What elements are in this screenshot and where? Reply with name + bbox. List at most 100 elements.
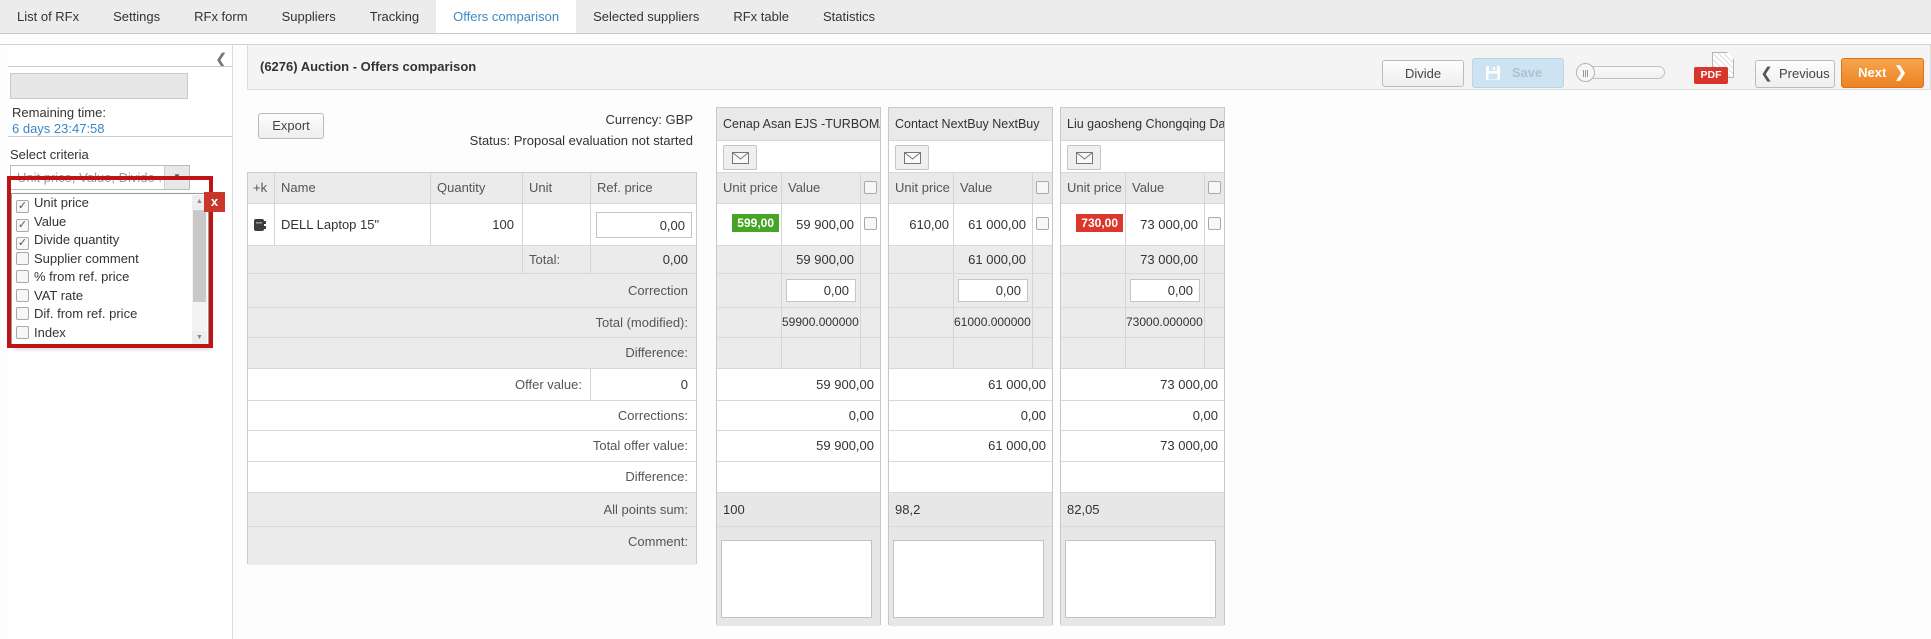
total-value: 59 900,00 bbox=[781, 246, 860, 273]
top-nav: List of RFx Settings RFx form Suppliers … bbox=[0, 0, 1931, 34]
email-button[interactable] bbox=[1067, 145, 1101, 170]
annotation-close-icon[interactable]: x bbox=[204, 192, 225, 212]
col-unit: Unit bbox=[522, 173, 590, 203]
tab-list-of-rfx[interactable]: List of RFx bbox=[17, 9, 80, 24]
timer-placeholder-box bbox=[10, 73, 188, 99]
correction-input[interactable] bbox=[1130, 279, 1200, 302]
scroll-up-icon[interactable]: ▲ bbox=[192, 195, 207, 209]
correction-input[interactable] bbox=[786, 279, 856, 302]
criteria-option-divide-quantity[interactable]: ✓ Divide quantity bbox=[12, 231, 208, 250]
value-header: Value bbox=[953, 173, 1032, 203]
page-title: (6276) Auction - Offers comparison bbox=[260, 59, 477, 74]
chevron-down-icon[interactable]: ▼ bbox=[164, 166, 189, 189]
item-unit bbox=[522, 204, 590, 245]
criteria-option-pct-from-ref-price[interactable]: % from ref. price bbox=[12, 268, 208, 287]
select-all-checkbox[interactable] bbox=[1208, 181, 1221, 194]
comment-row bbox=[717, 527, 880, 626]
comment-row bbox=[1061, 527, 1224, 626]
email-button[interactable] bbox=[895, 145, 929, 170]
option-label: Value bbox=[34, 213, 67, 229]
slider-handle[interactable] bbox=[1576, 63, 1595, 82]
supplier-contact-row bbox=[1061, 141, 1224, 173]
supplier-subheader: Unit price Value bbox=[1061, 173, 1224, 204]
difference-label: Difference: bbox=[248, 338, 696, 369]
criteria-option-unit-price[interactable]: ✓ Unit price bbox=[12, 194, 208, 213]
export-button[interactable]: Export bbox=[258, 113, 324, 139]
all-points-sum-label: All points sum: bbox=[248, 493, 696, 527]
select-all-checkbox[interactable] bbox=[864, 181, 877, 194]
save-button[interactable]: Save bbox=[1472, 58, 1564, 88]
checkbox-checked-icon[interactable]: ✓ bbox=[16, 200, 29, 213]
criteria-dropdown: ✓ Unit price ✓ Value ✓ Divide quantity Supp… bbox=[11, 193, 209, 347]
total-modified-value: 73000.000000 bbox=[1125, 308, 1204, 337]
supplier-name: Liu gaosheng Chongqing Dadi Heavy Ind... bbox=[1061, 108, 1224, 141]
scrollbar-thumb[interactable] bbox=[193, 210, 206, 302]
select-all-checkbox[interactable] bbox=[1036, 181, 1049, 194]
option-label: Unit price bbox=[34, 195, 89, 210]
envelope-icon bbox=[903, 152, 921, 164]
tab-statistics[interactable]: Statistics bbox=[822, 9, 875, 24]
tab-settings[interactable]: Settings bbox=[113, 9, 161, 24]
tab-offers-comparison[interactable]: Offers comparison bbox=[436, 0, 577, 33]
value-header: Value bbox=[1125, 173, 1204, 203]
comment-label: Comment: bbox=[248, 527, 696, 565]
scroll-down-icon[interactable]: ▼ bbox=[192, 331, 207, 345]
correction-cell bbox=[1125, 274, 1204, 307]
sidebar-collapse-icon[interactable]: ❮ bbox=[215, 51, 228, 68]
tab-suppliers[interactable]: Suppliers bbox=[281, 9, 336, 24]
checkbox-checked-icon[interactable]: ✓ bbox=[16, 237, 29, 250]
next-button[interactable]: Next ❯ bbox=[1841, 58, 1924, 88]
criteria-option-index[interactable]: Index bbox=[12, 324, 208, 343]
tab-rfx-table[interactable]: RFx table bbox=[733, 9, 789, 24]
remaining-time-value: 6 days 23:47:58 bbox=[12, 121, 105, 136]
difference2-row bbox=[889, 462, 1052, 493]
criteria-option-dif-from-ref-price[interactable]: Dif. from ref. price bbox=[12, 305, 208, 324]
tab-rfx-form[interactable]: RFx form bbox=[194, 9, 248, 24]
comment-textarea[interactable] bbox=[1065, 540, 1216, 618]
total-value: 61 000,00 bbox=[953, 246, 1032, 273]
divide-button[interactable]: Divide bbox=[1382, 60, 1464, 87]
total-modified-row: 73000.000000 bbox=[1061, 308, 1224, 338]
criteria-option-vat-rate[interactable]: VAT rate bbox=[12, 287, 208, 306]
checkbox-icon[interactable] bbox=[16, 288, 29, 302]
corrections-label: Corrections: bbox=[248, 401, 696, 431]
total-ref-value: 0,00 bbox=[590, 246, 696, 273]
unit-price-header: Unit price bbox=[895, 180, 950, 195]
select-checkbox[interactable] bbox=[1208, 217, 1221, 230]
checkbox-icon[interactable] bbox=[16, 307, 29, 320]
chevron-right-icon: ❯ bbox=[1894, 64, 1907, 81]
unit-price-header: Unit price bbox=[723, 180, 778, 195]
envelope-icon bbox=[1075, 152, 1093, 164]
criteria-option-supplier-comment[interactable]: Supplier comment bbox=[12, 250, 208, 269]
zoom-slider[interactable] bbox=[1576, 63, 1665, 82]
comment-textarea[interactable] bbox=[721, 540, 872, 618]
ref-price-input[interactable] bbox=[596, 212, 692, 238]
correction-input[interactable] bbox=[958, 279, 1028, 302]
option-label: Divide quantity bbox=[34, 232, 120, 247]
value-cell: 61 000,00 bbox=[953, 204, 1032, 245]
criteria-multiselect[interactable]: Unit price, Value, Divide ... ▼ bbox=[10, 165, 190, 190]
difference2-row bbox=[717, 462, 880, 493]
criteria-option-value[interactable]: ✓ Value bbox=[12, 213, 208, 232]
checkbox-checked-icon[interactable]: ✓ bbox=[16, 218, 29, 232]
checkbox-icon[interactable] bbox=[16, 251, 29, 265]
offer-value-row: Offer value: 0 bbox=[248, 369, 696, 401]
comment-textarea[interactable] bbox=[893, 540, 1044, 618]
item-ref-price-cell bbox=[590, 204, 696, 245]
col-quantity: Quantity bbox=[430, 173, 522, 203]
col-ref-price: Ref. price bbox=[590, 173, 696, 203]
next-label: Next bbox=[1858, 65, 1887, 80]
pdf-export-button[interactable]: PDF bbox=[1694, 51, 1744, 88]
email-button[interactable] bbox=[723, 145, 757, 170]
dropdown-scrollbar[interactable]: ▲ ▼ bbox=[192, 195, 207, 345]
supplier-contact-row bbox=[889, 141, 1052, 173]
previous-button[interactable]: ❮ Previous bbox=[1755, 60, 1835, 88]
select-checkbox[interactable] bbox=[1036, 217, 1049, 230]
select-checkbox[interactable] bbox=[864, 217, 877, 230]
all-points-sum-value: 98,2 bbox=[889, 493, 1052, 527]
tab-selected-suppliers[interactable]: Selected suppliers bbox=[593, 9, 700, 24]
total-modified-value: 61000.000000 bbox=[953, 308, 1032, 337]
checkbox-icon[interactable] bbox=[16, 325, 29, 339]
tab-tracking[interactable]: Tracking bbox=[369, 9, 420, 24]
checkbox-icon[interactable] bbox=[16, 270, 29, 283]
